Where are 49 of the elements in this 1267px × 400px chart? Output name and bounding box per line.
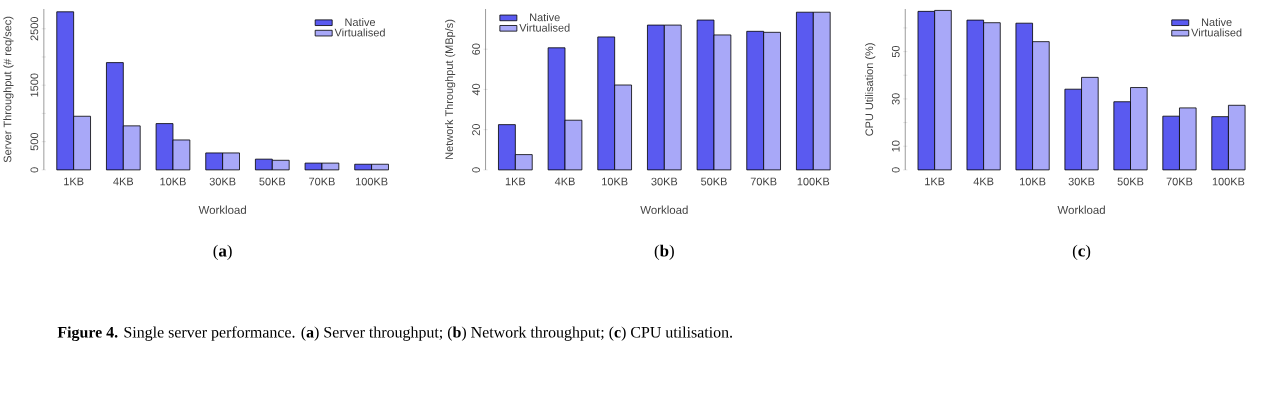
legend-label: Native <box>1201 18 1232 27</box>
y-tick-label: 40 <box>472 83 480 96</box>
x-tick-label: 50KB <box>259 177 286 186</box>
legend-label: Virtualised <box>1191 28 1242 37</box>
x-tick-label: 100KB <box>1212 177 1245 186</box>
x-tick-label: 10KB <box>1020 177 1046 186</box>
y-tick-label: 500 <box>30 133 39 151</box>
legend-label: Native <box>345 18 376 27</box>
x-tick-label: 50KB <box>701 177 727 186</box>
x-tick-label: 1KB <box>505 177 526 186</box>
y-axis-title: Server Throughput (# req/sec) <box>3 16 14 163</box>
x-tick-label: 4KB <box>554 177 575 186</box>
x-tick-label: 1KB <box>925 177 945 186</box>
x-axis-title: Workload <box>1057 205 1105 215</box>
x-tick-label: 10KB <box>160 177 186 186</box>
y-axis-title: Network Throughput (MBp/s) <box>445 19 456 159</box>
legend-label: Native <box>530 13 560 22</box>
legend-label: Virtualised <box>519 23 570 32</box>
x-tick-label: 100KB <box>355 177 388 186</box>
x-tick-label: 70KB <box>750 177 777 186</box>
x-tick-label: 4KB <box>113 177 134 186</box>
x-tick-label: 30KB <box>651 177 678 186</box>
x-tick-label: 1KB <box>64 177 84 186</box>
x-tick-label: 4KB <box>973 177 994 186</box>
text: (c) <box>1072 244 1091 261</box>
y-tick-label: 60 <box>472 43 480 55</box>
text: Figure 4. Single server performance. (a) Server throughput; (b) Network throughput; (c) CPU utilisation. <box>57 326 732 342</box>
x-tick-label: 70KB <box>1166 177 1193 186</box>
x-tick-label: 10KB <box>602 177 628 186</box>
y-axis-title: CPU Utilisation (%) <box>865 43 876 136</box>
x-tick-label: 30KB <box>209 177 236 186</box>
x-tick-label: 30KB <box>1068 177 1095 186</box>
y-tick-label: 20 <box>472 124 480 136</box>
text: (b) <box>654 244 674 261</box>
y-tick-label: 1500 <box>30 73 39 97</box>
y-tick-label: 10 <box>891 140 900 152</box>
y-tick-label: 0 <box>30 167 39 173</box>
x-axis-title: Workload <box>640 205 688 215</box>
y-tick-label: 0 <box>891 167 900 173</box>
y-tick-label: 0 <box>472 167 480 173</box>
x-axis-title: Workload <box>198 205 246 215</box>
y-tick-label: 30 <box>891 93 900 105</box>
y-tick-label: 50 <box>891 46 900 58</box>
text: (a) <box>213 244 232 261</box>
y-tick-label: 2500 <box>30 17 39 41</box>
x-tick-label: 50KB <box>1117 177 1144 186</box>
x-tick-label: 70KB <box>309 177 335 186</box>
legend-label: Virtualised <box>334 28 385 37</box>
x-tick-label: 100KB <box>797 177 830 186</box>
